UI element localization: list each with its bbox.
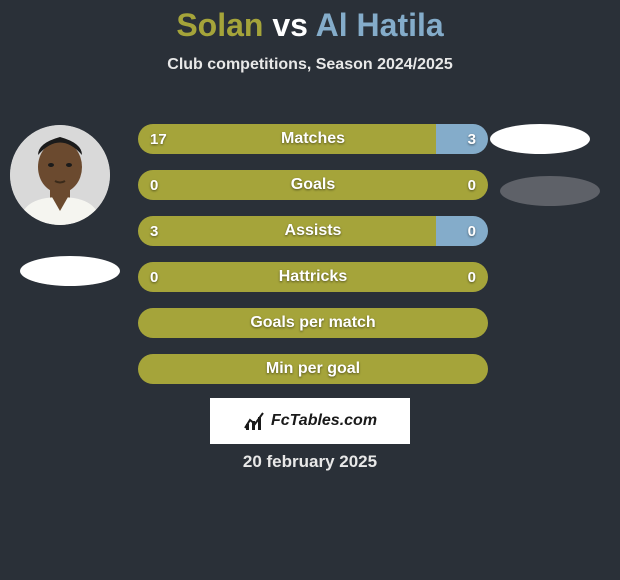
fctables-logo: FcTables.com bbox=[210, 398, 410, 444]
bar-row-min-per-goal: Min per goal bbox=[138, 354, 488, 384]
bar-label: Goals per match bbox=[138, 308, 488, 338]
player-left-avatar bbox=[10, 125, 110, 225]
bar-row-assists: Assists3 0 bbox=[138, 216, 488, 246]
player-right-name: Al Hatila bbox=[316, 7, 444, 43]
bar-value-left: 3 bbox=[150, 216, 158, 246]
page-title: Solan vs Al Hatila bbox=[0, 7, 620, 44]
bar-value-left: 0 bbox=[150, 170, 158, 200]
bar-row-goals: Goals0 0 bbox=[138, 170, 488, 200]
logo-text: FcTables.com bbox=[271, 412, 377, 430]
date-text: 20 february 2025 bbox=[0, 452, 620, 472]
bar-label: Hattricks bbox=[138, 262, 488, 292]
bar-value-right: 3 bbox=[468, 124, 476, 154]
bar-row-goals-per-match: Goals per match bbox=[138, 308, 488, 338]
bar-row-hattricks: Hattricks0 0 bbox=[138, 262, 488, 292]
chart-icon bbox=[243, 410, 265, 432]
bar-value-right: 0 bbox=[468, 170, 476, 200]
bar-label: Matches bbox=[138, 124, 488, 154]
bar-row-matches: Matches17 3 bbox=[138, 124, 488, 154]
bar-label: Min per goal bbox=[138, 354, 488, 384]
vs-text: vs bbox=[272, 7, 308, 43]
bar-label: Assists bbox=[138, 216, 488, 246]
bar-value-right: 0 bbox=[468, 262, 476, 292]
team-badge-right-2 bbox=[500, 176, 600, 206]
comparison-bars: Matches173Goals00Assists30Hattricks00Goa… bbox=[138, 124, 488, 400]
player-left-name: Solan bbox=[176, 7, 263, 43]
bar-value-left: 17 bbox=[150, 124, 167, 154]
bar-label: Goals bbox=[138, 170, 488, 200]
team-badge-right-1 bbox=[490, 124, 590, 154]
team-badge-left bbox=[20, 256, 120, 286]
bar-value-right: 0 bbox=[468, 216, 476, 246]
subtitle: Club competitions, Season 2024/2025 bbox=[0, 56, 620, 74]
bar-value-left: 0 bbox=[150, 262, 158, 292]
